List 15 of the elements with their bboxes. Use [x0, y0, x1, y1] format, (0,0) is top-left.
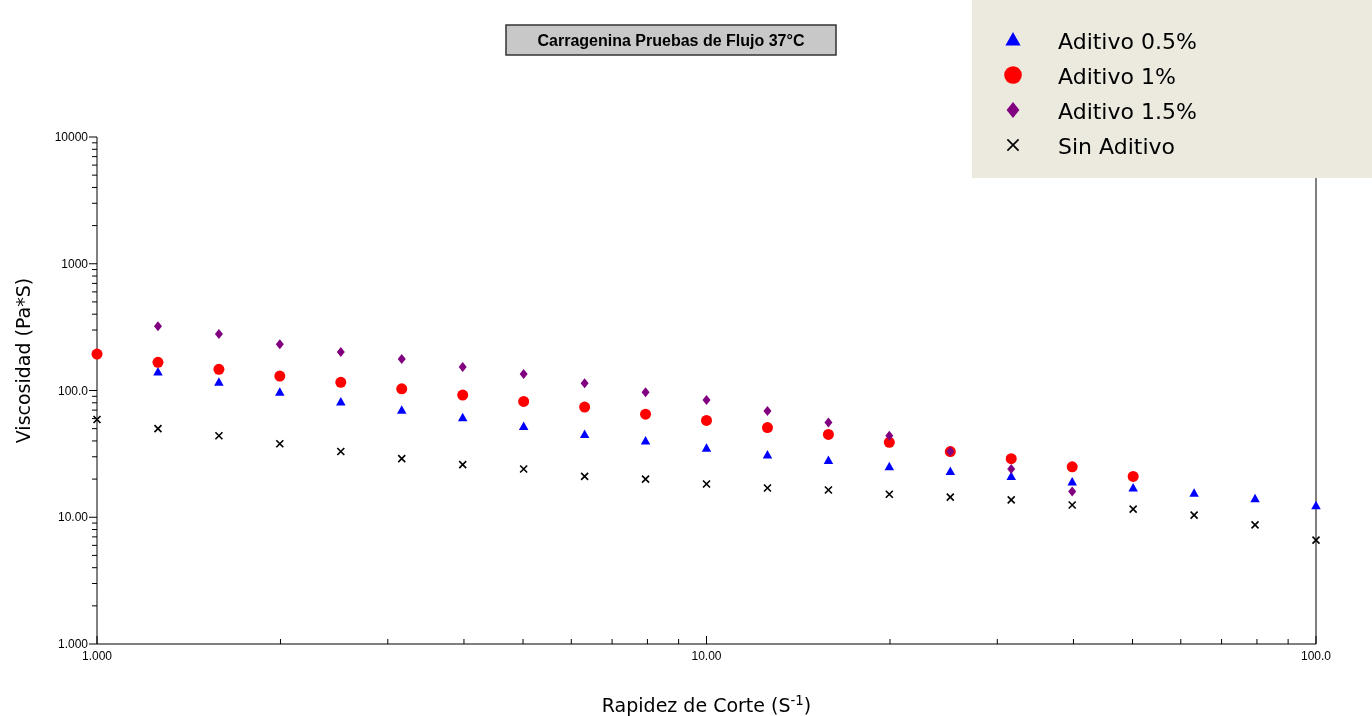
y-tick-label: 1.000: [57, 637, 89, 651]
y-tick-label: 100.0: [57, 383, 89, 398]
y-axis-title: Viscosidad (Pa*S): [12, 277, 34, 444]
legend-label: Aditivo 1.5%: [1058, 99, 1197, 124]
y-tick-label: 1000: [61, 256, 89, 271]
x-tick-label: 10.00: [691, 649, 722, 663]
legend-label: Sin Aditivo: [1058, 134, 1175, 159]
x-axis-title: Rapidez de Corte (S$^{-1}$): [601, 692, 812, 716]
legend-label: Aditivo 0.5%: [1058, 29, 1197, 54]
y-tick-label: 10.00: [57, 510, 89, 525]
y-tick-label: 10000: [54, 130, 89, 144]
x-tick-label: 1.000: [81, 649, 113, 663]
x-tick-label: 100.0: [1300, 649, 1332, 663]
legend-label: Aditivo 1%: [1058, 64, 1176, 89]
chart-title: Carragenina Pruebas de Flujo 37°C: [537, 32, 805, 49]
